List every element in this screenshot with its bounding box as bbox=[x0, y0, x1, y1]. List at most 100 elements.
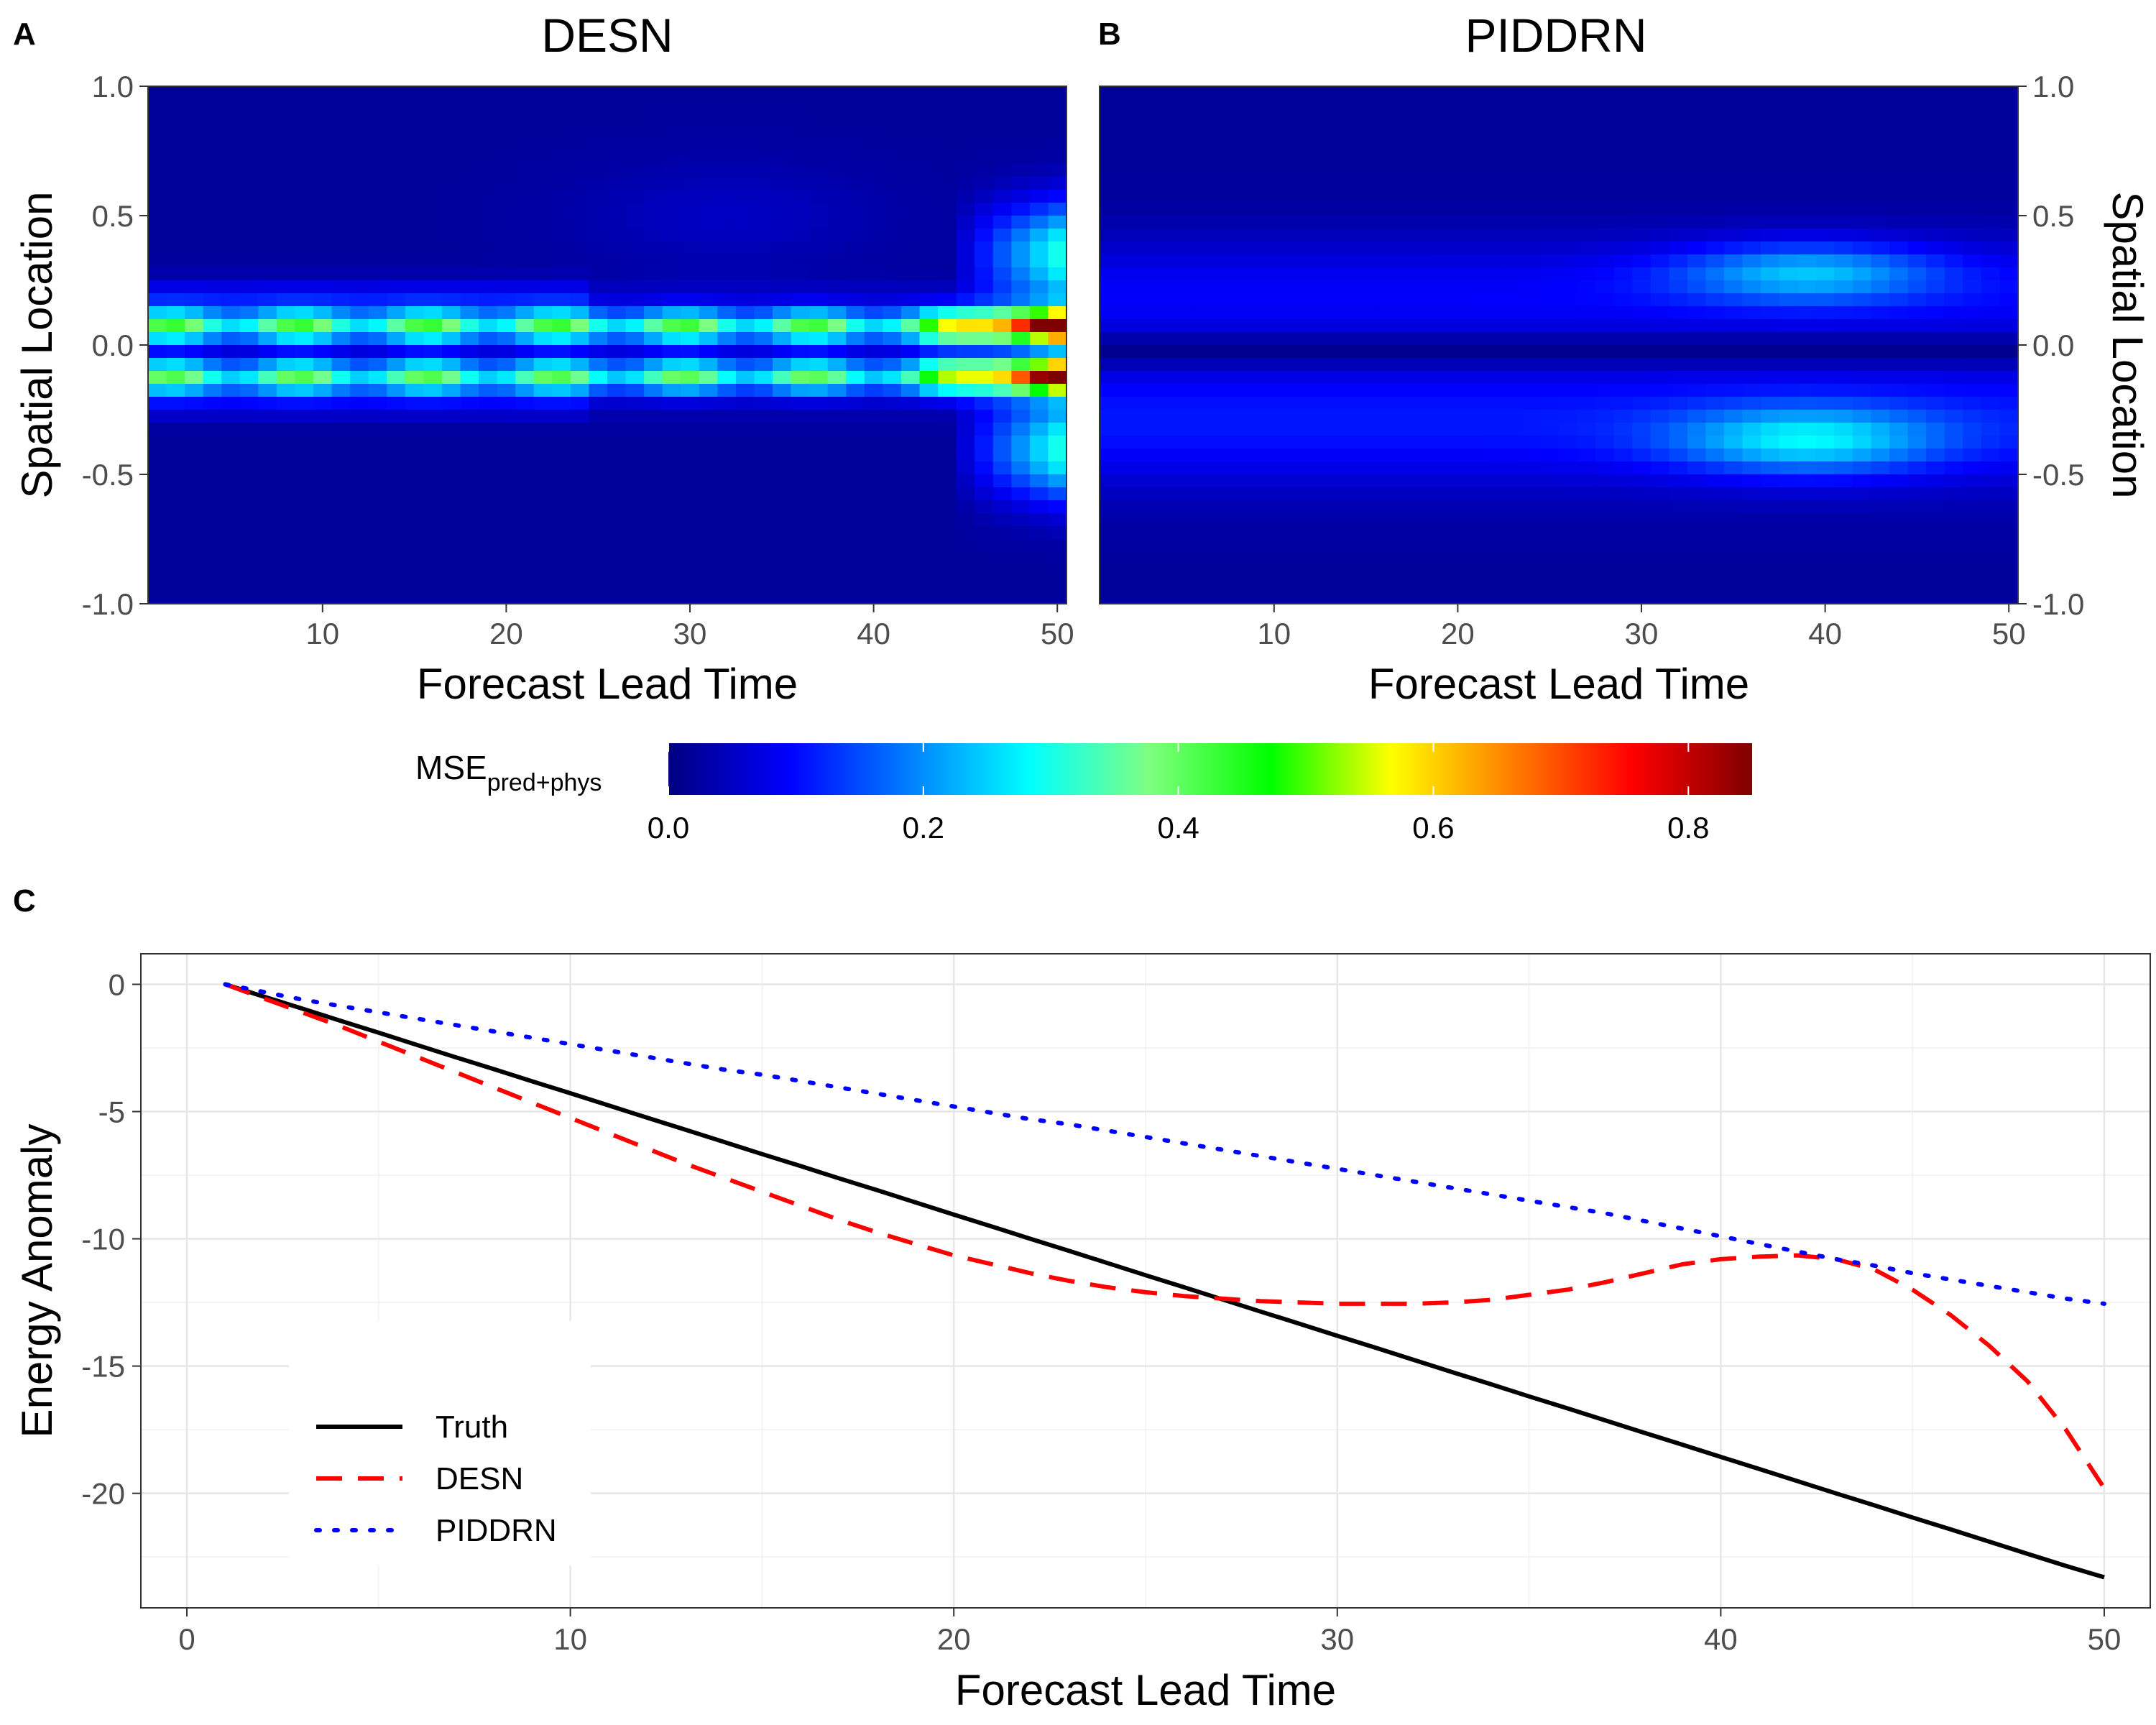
heatmap-cell bbox=[1154, 332, 1174, 346]
heatmap-cell bbox=[423, 526, 443, 540]
series-line-truth bbox=[224, 982, 2105, 1580]
heatmap-cell bbox=[773, 112, 792, 126]
heatmap-cell bbox=[1559, 332, 1578, 346]
heatmap-cell bbox=[1724, 565, 1743, 579]
heatmap-cell bbox=[1521, 513, 1542, 527]
heatmap-cell bbox=[441, 513, 461, 527]
heatmap-cell bbox=[1889, 552, 1909, 566]
heatmap-cell bbox=[1430, 397, 1450, 410]
heatmap-cell bbox=[1048, 306, 1067, 320]
heatmap-cell bbox=[350, 552, 369, 566]
heatmap-cell bbox=[625, 345, 645, 359]
heatmap-cell bbox=[441, 254, 461, 268]
heatmap-cell bbox=[1467, 461, 1486, 475]
heatmap-cell bbox=[864, 216, 883, 229]
heatmap-cell bbox=[1448, 138, 1468, 152]
heatmap-cell bbox=[497, 410, 516, 423]
heatmap-cell bbox=[515, 474, 535, 488]
heatmap-cell bbox=[1173, 229, 1192, 242]
heatmap-cell bbox=[350, 384, 369, 397]
heatmap-cell bbox=[148, 552, 167, 566]
heatmap-cell bbox=[166, 578, 185, 592]
heatmap-cell bbox=[1963, 164, 1982, 178]
heatmap-cell bbox=[497, 345, 516, 359]
heatmap-cell bbox=[497, 190, 516, 203]
heatmap-cell bbox=[258, 306, 277, 320]
heatmap-cell bbox=[1632, 500, 1651, 514]
heatmap-cell bbox=[1503, 526, 1523, 540]
heatmap-cell bbox=[258, 229, 277, 242]
heatmap-cell bbox=[515, 384, 535, 397]
heatmap-cell bbox=[423, 306, 443, 320]
heatmap-cell bbox=[258, 552, 277, 566]
heatmap-cell bbox=[1779, 500, 1798, 514]
heatmap-cell bbox=[1283, 242, 1302, 255]
heatmap-cell bbox=[1926, 565, 1945, 579]
heatmap-cell bbox=[1302, 461, 1321, 475]
heatmap-cell bbox=[1540, 345, 1560, 359]
heatmap-cell bbox=[239, 242, 259, 255]
line-plot-axes: 0 10 20 30 40 500-5-10-15-20 bbox=[81, 967, 2121, 1656]
heatmap-cell bbox=[350, 86, 369, 100]
heatmap-cell bbox=[258, 539, 277, 553]
heatmap-cell bbox=[570, 125, 590, 139]
heatmap-cell bbox=[1503, 177, 1523, 190]
heatmap-cell bbox=[368, 487, 387, 501]
heatmap-cell bbox=[1669, 177, 1688, 190]
heatmap-cell bbox=[607, 332, 627, 346]
heatmap-cell bbox=[1926, 513, 1945, 527]
heatmap-cell bbox=[809, 332, 829, 346]
heatmap-cell bbox=[1981, 319, 2001, 333]
heatmap-cell bbox=[1577, 565, 1596, 579]
heatmap-cell bbox=[1540, 578, 1560, 592]
heatmap-cell bbox=[1467, 99, 1486, 113]
heatmap-cell bbox=[1430, 267, 1450, 281]
heatmap-cell bbox=[203, 190, 222, 203]
heatmap-cell bbox=[1613, 177, 1633, 190]
heatmap-cell bbox=[1889, 448, 1909, 462]
heatmap-cell bbox=[1852, 487, 1872, 501]
heatmap-cell bbox=[1503, 474, 1523, 488]
heatmap-cell bbox=[846, 267, 865, 281]
heatmap-cell bbox=[992, 86, 1012, 100]
heatmap-cell bbox=[1852, 319, 1872, 333]
heatmap-cell bbox=[570, 345, 590, 359]
heatmap-cell bbox=[1724, 125, 1743, 139]
heatmap-cell bbox=[166, 164, 185, 178]
heatmap-cell bbox=[276, 461, 296, 475]
heatmap-cell bbox=[1889, 125, 1909, 139]
heatmap-cell bbox=[681, 280, 700, 294]
heatmap-cell bbox=[1669, 526, 1688, 540]
heatmap-cell bbox=[1100, 461, 1119, 475]
heatmap-cell bbox=[1411, 190, 1431, 203]
heatmap-cell bbox=[1375, 345, 1394, 359]
heatmap-cell bbox=[956, 125, 975, 139]
heatmap-cell bbox=[1173, 358, 1192, 372]
heatmap-cell bbox=[295, 500, 314, 514]
heatmap-cell bbox=[1889, 371, 1909, 385]
heatmap-cell bbox=[1540, 125, 1560, 139]
heatmap-cell bbox=[1559, 190, 1578, 203]
heatmap-cell bbox=[1302, 229, 1321, 242]
heatmap-cell bbox=[1467, 242, 1486, 255]
heatmap-cell bbox=[1136, 397, 1156, 410]
heatmap-cell bbox=[1210, 254, 1229, 268]
heatmap-cell bbox=[405, 112, 424, 126]
heatmap-cell bbox=[1356, 229, 1376, 242]
heatmap-cell bbox=[1999, 513, 2019, 527]
heatmap-cell bbox=[644, 332, 663, 346]
heatmap-cell bbox=[662, 423, 681, 436]
heatmap-cell bbox=[956, 112, 975, 126]
heatmap-cell bbox=[1467, 448, 1486, 462]
heatmap-cell bbox=[533, 280, 553, 294]
heatmap-cell bbox=[1595, 190, 1615, 203]
heatmap-cell bbox=[1595, 319, 1615, 333]
heatmap-cell bbox=[975, 526, 994, 540]
heatmap-cell bbox=[975, 500, 994, 514]
heatmap-cell bbox=[1889, 500, 1909, 514]
heatmap-cell bbox=[1338, 267, 1358, 281]
heatmap-cell bbox=[864, 203, 883, 216]
heatmap-cell bbox=[975, 229, 994, 242]
heatmap-cell bbox=[423, 216, 443, 229]
heatmap-cell bbox=[552, 487, 571, 501]
